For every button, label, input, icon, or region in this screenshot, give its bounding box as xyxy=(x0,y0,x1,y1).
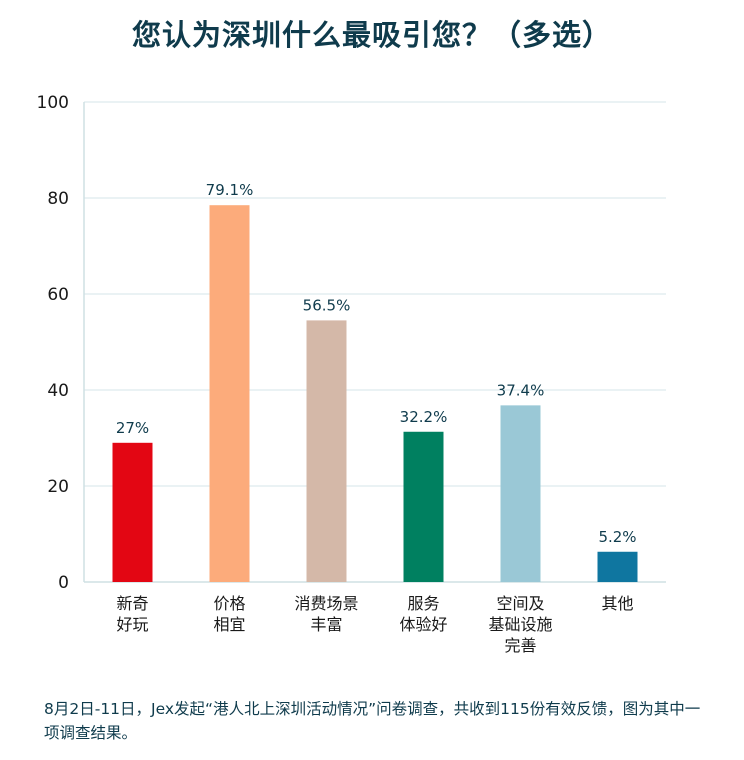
data-label: 5.2% xyxy=(598,528,636,546)
bar xyxy=(403,431,444,582)
data-label: 32.2% xyxy=(400,408,448,426)
x-tick-label: 新奇 xyxy=(116,594,148,613)
bar xyxy=(112,442,153,582)
x-tick-label: 完善 xyxy=(504,636,536,655)
y-tick-label: 20 xyxy=(47,477,69,497)
chart-title: 您认为深圳什么最吸引您？（多选） xyxy=(131,18,612,52)
x-tick-label: 好玩 xyxy=(116,615,148,634)
x-tick-label: 其他 xyxy=(601,594,633,613)
bar xyxy=(209,205,250,582)
bar xyxy=(500,405,541,582)
y-tick-label: 80 xyxy=(47,189,69,209)
y-tick-label: 100 xyxy=(37,93,69,113)
footnote: 8月2日-11日，Jex发起“港人北上深圳活动情况”问卷调查，共收到115份有效… xyxy=(44,700,701,742)
y-tick-label: 40 xyxy=(47,381,69,401)
x-tick-label: 服务 xyxy=(407,594,439,613)
y-tick-label: 0 xyxy=(58,573,69,593)
x-tick-label: 相宜 xyxy=(213,615,245,634)
x-tick-label: 体验好 xyxy=(399,615,447,634)
data-label: 79.1% xyxy=(206,181,254,199)
y-tick-label: 60 xyxy=(47,285,69,305)
x-tick-label: 丰富 xyxy=(310,615,342,634)
data-label: 37.4% xyxy=(497,381,545,399)
data-label: 27% xyxy=(116,419,149,437)
x-tick-label: 基础设施 xyxy=(488,615,552,634)
bar xyxy=(306,320,347,582)
x-tick-label: 空间及 xyxy=(496,594,544,613)
bar xyxy=(597,551,638,582)
x-tick-label: 消费场景 xyxy=(294,594,358,613)
data-label: 56.5% xyxy=(303,296,351,314)
x-tick-label: 价格 xyxy=(213,594,245,613)
